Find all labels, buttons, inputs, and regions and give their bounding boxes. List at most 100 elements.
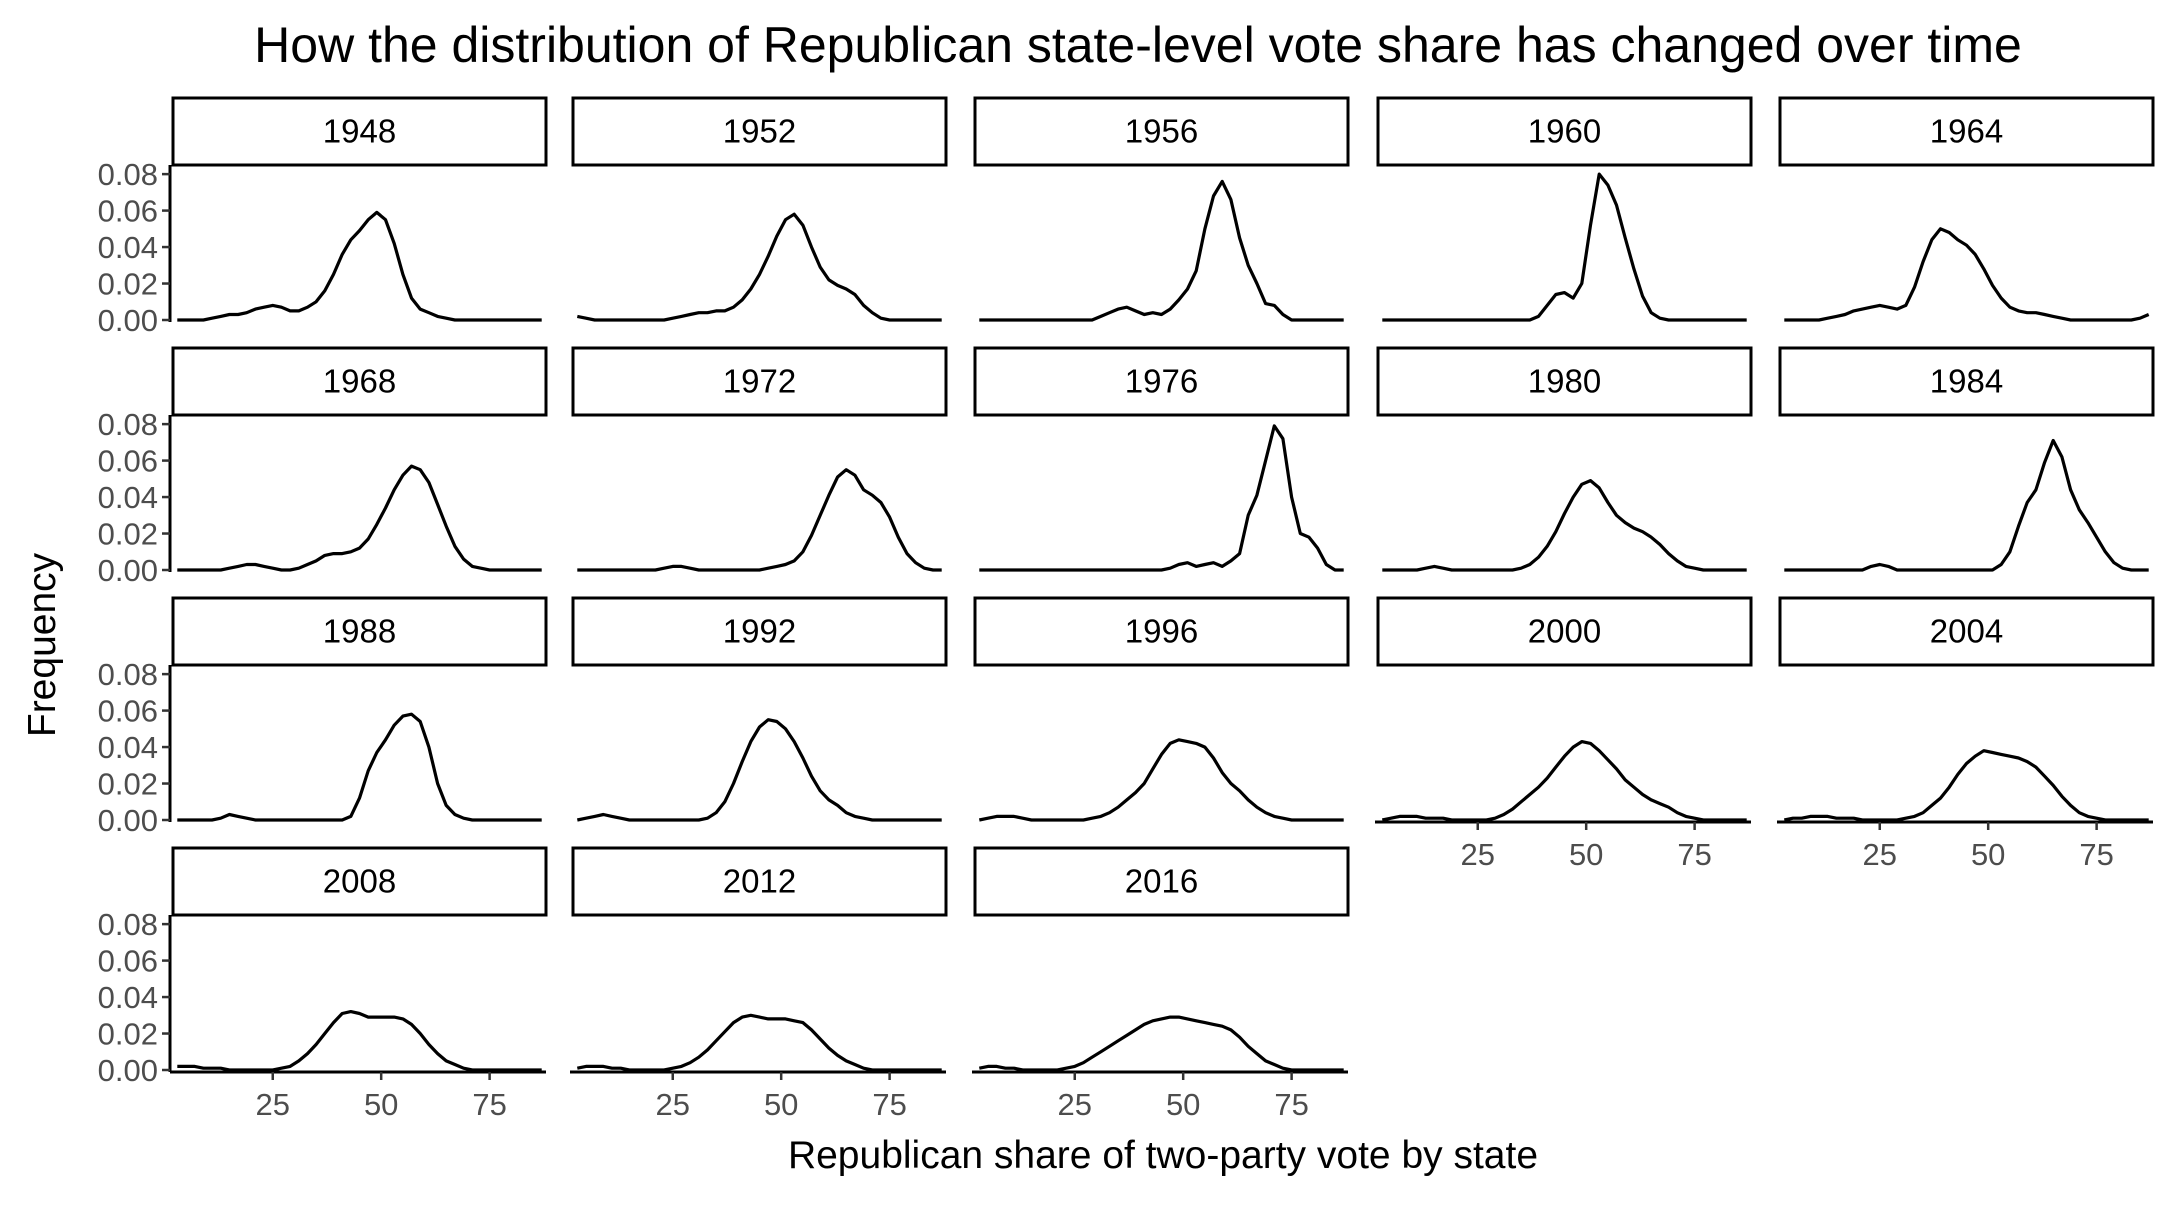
- y-tick-label: 0.06: [98, 944, 158, 979]
- x-tick-label: 50: [1971, 837, 2005, 872]
- facet-panel-1960: 1960: [1376, 96, 1753, 322]
- facet-strip-label: 2004: [1930, 613, 2003, 650]
- facet-strip-box: [1376, 96, 1753, 167]
- x-tick-label: 75: [1677, 837, 1711, 872]
- x-tick-label: 75: [1274, 1087, 1308, 1122]
- facet-strip-label: 1964: [1930, 113, 2003, 150]
- facet-strip-label: 2012: [723, 863, 796, 900]
- facet-strip-label: 1976: [1125, 363, 1198, 400]
- density-curve-2004: [1783, 749, 2149, 822]
- y-tick-label: 0.08: [98, 407, 158, 442]
- x-tick-label: 50: [1166, 1087, 1200, 1122]
- x-tick-label: 75: [472, 1087, 506, 1122]
- x-tick-label: 50: [764, 1087, 798, 1122]
- facet-strip-box: [571, 96, 948, 167]
- density-curve-2008: [177, 1010, 542, 1072]
- facet-strip-label: 1968: [323, 363, 396, 400]
- facet-strip-box: [571, 846, 948, 917]
- facet-panel-1964: 1964: [1778, 96, 2155, 322]
- facet-strip-box: [571, 346, 948, 417]
- facet-panel-1968: 1968 0.000.020.040.060.08: [98, 346, 548, 588]
- y-tick-label: 0.00: [98, 803, 158, 838]
- density-curve-1972: [577, 468, 942, 572]
- x-tick-label: 50: [1569, 837, 1603, 872]
- x-tick-label: 25: [1461, 837, 1495, 872]
- density-curve-1992: [576, 718, 942, 822]
- density-curve-2000: [1381, 740, 1747, 822]
- chart-title: How the distribution of Republican state…: [254, 17, 2022, 73]
- density-curve-2016: [978, 1015, 1344, 1072]
- y-tick-label: 0.02: [98, 517, 158, 552]
- x-tick-label: 75: [872, 1087, 906, 1122]
- facet-strip-label: 1984: [1930, 363, 2003, 400]
- density-curve-1956: [979, 179, 1344, 322]
- facet-strip-label: 1992: [723, 613, 796, 650]
- y-tick-label: 0.06: [98, 694, 158, 729]
- facet-strip-box: [973, 96, 1350, 167]
- facet-panel-1980: 1980: [1376, 346, 1753, 572]
- facet-strip-label: 1948: [323, 113, 396, 150]
- facet-panel-1952: 1952: [571, 96, 948, 322]
- facet-panel-1988: 1988 0.000.020.040.060.08: [98, 596, 548, 838]
- y-tick-label: 0.04: [98, 730, 158, 765]
- facet-panel-2000: 2000 25 50 75: [1375, 596, 1753, 872]
- density-curve-1960: [1382, 172, 1747, 322]
- facet-strip-label: 2008: [323, 863, 396, 900]
- x-tick-label: 75: [2079, 837, 2113, 872]
- facet-strip-label: 1960: [1528, 113, 1601, 150]
- density-curve-1996: [978, 738, 1344, 822]
- density-curve-1988: [177, 712, 542, 822]
- y-tick-label: 0.02: [98, 1017, 158, 1052]
- x-tick-label: 25: [1058, 1087, 1092, 1122]
- facet-panel-2004: 2004 25 50 75: [1777, 596, 2155, 872]
- facet-panel-1956: 1956: [973, 96, 1350, 322]
- density-curve-1984: [1784, 438, 2149, 572]
- x-tick-label: 50: [364, 1087, 398, 1122]
- facet-strip-box: [973, 846, 1350, 917]
- facet-strip-box: [171, 96, 548, 167]
- density-curve-2012: [576, 1013, 942, 1072]
- density-curve-1976: [979, 424, 1344, 572]
- density-curve-1964: [1784, 227, 2150, 322]
- facet-strip-label: 1980: [1528, 363, 1601, 400]
- y-tick-label: 0.08: [98, 157, 158, 192]
- facet-panel-1984: 1984: [1778, 346, 2155, 572]
- facet-strip-box: [1376, 596, 1753, 667]
- facet-strip-box: [571, 596, 948, 667]
- facet-strip-box: [973, 596, 1350, 667]
- facet-strip-label: 2000: [1528, 613, 1601, 650]
- y-tick-label: 0.00: [98, 1053, 158, 1088]
- density-curve-1968: [177, 464, 542, 572]
- y-tick-label: 0.00: [98, 303, 158, 338]
- facet-panel-2016: 2016 25 50 75: [972, 846, 1350, 1122]
- facet-strip-box: [1778, 96, 2155, 167]
- y-tick-label: 0.04: [98, 480, 158, 515]
- density-curve-1952: [576, 212, 942, 322]
- facet-strip-box: [1376, 346, 1753, 417]
- facet-strip-label: 1972: [723, 363, 796, 400]
- facet-panel-1948: 1948 0.000.020.040.060.08: [98, 96, 548, 338]
- y-tick-label: 0.02: [98, 767, 158, 802]
- x-axis-title: Republican share of two-party vote by st…: [788, 1134, 1538, 1177]
- facet-panel-1992: 1992: [571, 596, 948, 822]
- facet-strip-box: [1778, 346, 2155, 417]
- y-axis-title: Frequency: [21, 552, 64, 737]
- y-tick-label: 0.08: [98, 907, 158, 942]
- facet-strip-label: 1996: [1125, 613, 1198, 650]
- y-tick-label: 0.04: [98, 980, 158, 1015]
- y-tick-label: 0.02: [98, 267, 158, 302]
- facet-strip-label: 2016: [1125, 863, 1198, 900]
- facet-panel-2008: 2008 0.000.020.040.060.08 25 50 75: [98, 846, 548, 1122]
- y-tick-label: 0.04: [98, 230, 158, 265]
- facet-strip-label: 1988: [323, 613, 396, 650]
- facet-strip-box: [171, 346, 548, 417]
- facet-panel-2012: 2012 25 50 75: [570, 846, 948, 1122]
- density-curve-1948: [177, 210, 542, 322]
- y-tick-label: 0.06: [98, 194, 158, 229]
- facet-panel-1996: 1996: [973, 596, 1350, 822]
- facet-strip-box: [171, 846, 548, 917]
- facet-strip-box: [973, 346, 1350, 417]
- facet-panel-1976: 1976: [973, 346, 1350, 572]
